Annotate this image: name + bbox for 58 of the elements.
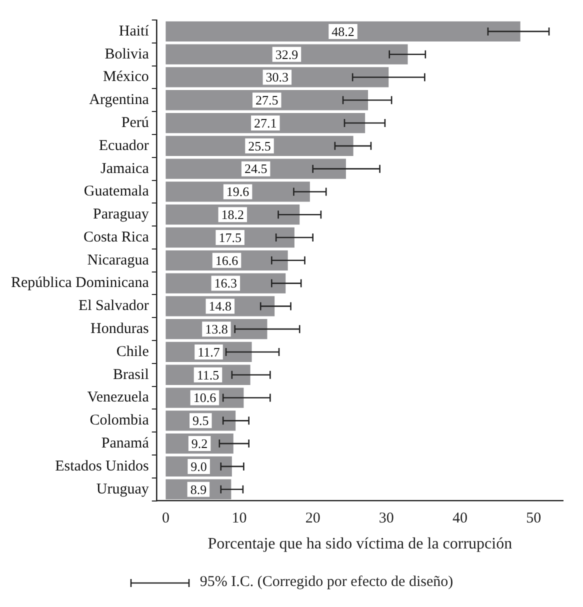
data-label: 24.5	[244, 161, 268, 176]
y-tick-label: República Dominicana	[10, 275, 150, 292]
y-tick-label: Haití	[118, 23, 150, 40]
data-label: 16.3	[214, 276, 238, 291]
data-label: 8.9	[190, 482, 207, 497]
x-tick-label: 10	[232, 510, 247, 527]
y-tick-label: Perú	[121, 114, 150, 131]
y-tick-label: Paraguay	[93, 206, 150, 223]
bar	[166, 136, 354, 156]
data-label: 19.6	[226, 184, 250, 200]
x-tick-label: 50	[526, 510, 542, 527]
x-axis-title: Porcentaje que ha sido víctima de la corrupción	[208, 536, 512, 553]
bar	[166, 112, 366, 134]
y-tick-label: Costa Rica	[83, 229, 150, 246]
data-label: 11.5	[196, 367, 220, 382]
data-label: 27.1	[254, 115, 277, 130]
data-label: 27.5	[255, 92, 278, 108]
y-tick-label: Venezuela	[87, 390, 150, 406]
bar	[166, 21, 520, 42]
data-label: 9.2	[191, 436, 208, 451]
data-label: 9.5	[192, 413, 209, 428]
bar	[166, 182, 310, 202]
bar	[166, 67, 389, 88]
y-tick-label: Brasil	[113, 366, 149, 383]
y-tick-label: Chile	[116, 344, 150, 360]
y-tick-label: Uruguay	[96, 481, 150, 498]
data-label: 16.6	[215, 252, 239, 268]
y-tick-label: Panamá	[101, 436, 150, 452]
x-tick-label: 0	[162, 510, 170, 527]
y-tick-label: Bolivia	[104, 46, 150, 62]
y-tick-label: Nicaragua	[87, 252, 150, 268]
y-tick-label: Honduras	[90, 321, 150, 338]
y-tick-label: Ecuador	[98, 138, 149, 154]
y-tick-label: Estados Unidos	[55, 458, 150, 474]
bar	[166, 158, 346, 179]
y-tick-label: Colombia	[90, 412, 150, 429]
y-tick-label: Guatemala	[84, 184, 150, 200]
y-tick-label: Argentina	[89, 92, 150, 108]
data-label: 32.9	[275, 46, 298, 62]
bar	[166, 90, 368, 110]
data-label: 18.2	[221, 207, 244, 222]
data-label: 9.0	[190, 458, 207, 474]
data-label: 48.2	[332, 24, 354, 39]
x-tick-label: 40	[452, 510, 468, 527]
data-label: 13.8	[205, 322, 228, 337]
y-tick-label: México	[103, 69, 149, 86]
x-tick-label: 30	[378, 510, 394, 527]
y-tick-label: El Salvador	[78, 298, 149, 314]
x-tick-label: 20	[305, 510, 320, 527]
bar	[166, 44, 408, 64]
data-label: 11.7	[198, 344, 220, 360]
y-tick-label: Jamaica	[100, 160, 150, 177]
data-label: 17.5	[218, 230, 242, 245]
text: 95% I.C. (Corregido por efecto de diseño)	[200, 574, 454, 591]
data-label: 10.6	[193, 390, 217, 406]
data-label: 25.5	[248, 138, 271, 154]
data-label: 14.8	[208, 298, 232, 314]
data-label: 30.3	[266, 70, 289, 85]
